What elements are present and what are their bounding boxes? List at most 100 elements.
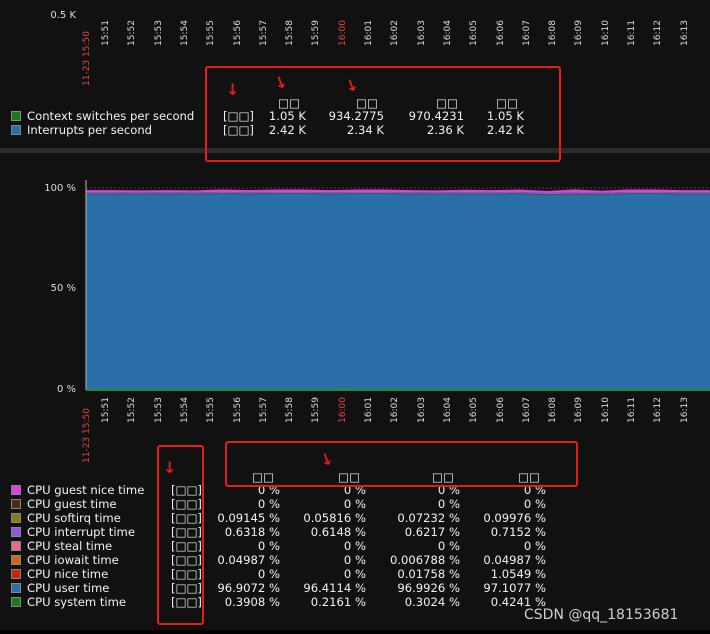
time-tick: 16:09 (574, 20, 585, 46)
legend-bracket: [□□] (171, 511, 202, 525)
cpu-y-label-50: 50 % (50, 283, 76, 294)
legend-bracket: [□□] (223, 123, 254, 137)
cpu-series-area (86, 193, 710, 196)
legend-bracket: [□□] (171, 581, 202, 595)
column-header: □□ (278, 96, 300, 110)
annotation-box-headers (225, 441, 578, 487)
time-tick: 16:02 (390, 397, 401, 423)
legend-value: 0 % (523, 539, 546, 553)
legend-swatch (11, 527, 21, 537)
legend-value: 0.09976 % (483, 511, 546, 525)
legend-value: 0 % (437, 497, 460, 511)
time-tick: 15:58 (285, 397, 296, 423)
time-tick: 16:00 (337, 20, 348, 46)
column-header: □□ (432, 470, 454, 484)
legend-bracket: [□□] (171, 525, 202, 539)
annotation-arrow-4: ↓ (163, 458, 177, 477)
cpu-y-label-100: 100 % (44, 183, 76, 194)
time-tick: 16:08 (548, 397, 559, 423)
time-tick: 15:58 (285, 20, 296, 46)
cpu-y-label-0: 0 % (56, 384, 76, 395)
annotation-arrow-1: ↓ (226, 80, 240, 99)
legend-value: 934.2775 (328, 109, 384, 123)
legend-swatch (11, 513, 21, 523)
legend-row[interactable]: CPU steal time [□□] 0 % 0 % 0 % 0 % (11, 539, 571, 553)
legend-swatch (11, 485, 21, 495)
legend-label: CPU nice time (27, 567, 109, 581)
legend-row[interactable]: CPU system time [□□] 0.3908 % 0.2161 % 0.302… (11, 595, 571, 609)
time-tick: 16:13 (679, 20, 690, 46)
legend-bracket: [□□] (171, 539, 202, 553)
time-tick: 15:53 (153, 397, 164, 423)
legend-value: 0.6318 % (224, 525, 280, 539)
legend-bracket: [□□] (171, 567, 202, 581)
legend-bracket: [□□] (171, 595, 202, 609)
time-tick: 15:59 (311, 397, 322, 423)
time-tick: 16:12 (653, 20, 664, 46)
time-tick: 16:07 (521, 397, 532, 423)
legend-value: 0.07232 % (397, 511, 460, 525)
time-tick: 15:51 (101, 20, 111, 46)
time-tick: 15:57 (258, 397, 269, 423)
time-tick: 15:55 (206, 397, 217, 423)
legend-value: 2.34 K (346, 123, 384, 137)
legend-bracket: [□□] (171, 553, 202, 567)
legend-label: CPU iowait time (27, 553, 119, 567)
legend-swatch (11, 597, 21, 607)
legend-value: 96.9072 % (217, 581, 280, 595)
time-tick: 16:00 (337, 397, 348, 423)
legend-row[interactable]: CPU softirq time [□□] 0.09145 % 0.05816 % 0.… (11, 511, 571, 525)
legend-value: 0 % (343, 497, 366, 511)
legend-value: 0.7152 % (490, 525, 546, 539)
cpu-series-area (86, 191, 710, 195)
legend-value: 0 % (523, 497, 546, 511)
panel-separator (0, 148, 710, 153)
legend-row[interactable]: CPU nice time [□□] 0 % 0 % 0.01758 % 1.0549 % (11, 567, 571, 581)
legend-value: 1.05 K (486, 109, 524, 123)
time-tick: 16:01 (364, 397, 374, 423)
time-tick: 16:04 (442, 20, 453, 46)
legend-value: 97.1077 % (483, 581, 546, 595)
time-tick: 15:59 (311, 20, 322, 46)
legend-value: 2.36 K (426, 123, 464, 137)
legend-swatch (11, 555, 21, 565)
time-tick: 16:11 (627, 397, 637, 423)
time-tick: 15:56 (232, 397, 243, 423)
annotation-box-brackets (157, 445, 204, 625)
time-tick: 15:54 (179, 20, 190, 46)
legend-label: CPU system time (27, 595, 127, 609)
legend-label: CPU user time (27, 581, 110, 595)
legend-value: 0.3024 % (404, 595, 460, 609)
legend-value: 0.6148 % (310, 525, 366, 539)
cpu-panel: 100 % 50 % 0 % 11-23 15:50 15:51 15:52 15:5… (0, 153, 710, 630)
column-header: □□ (518, 470, 540, 484)
time-tick: 16:01 (364, 20, 374, 46)
legend-value: 0 % (437, 539, 460, 553)
time-tick: 16:07 (521, 20, 532, 46)
legend-value: 0 % (343, 539, 366, 553)
legend-row[interactable]: CPU iowait time [□□] 0.04987 % 0 % 0.006788 … (11, 553, 571, 567)
legend-row[interactable]: Context switches per second [□□] 1.05 K 934… (11, 109, 571, 123)
legend-value: 0.01758 % (397, 567, 460, 581)
legend-row[interactable]: Interrupts per second [□□] 2.42 K 2.34 K 2.3… (11, 123, 571, 137)
legend-value: 0 % (343, 567, 366, 581)
legend-value: 0 % (257, 539, 280, 553)
legend-row[interactable]: CPU interrupt time [□□] 0.6318 % 0.6148 % 0.… (11, 525, 571, 539)
time-tick: 16:03 (416, 397, 427, 423)
legend-value: 0 % (257, 567, 280, 581)
time-tick: 16:12 (653, 397, 664, 423)
legend-value: 0.2161 % (310, 595, 366, 609)
legend-value: 0.4241 % (490, 595, 546, 609)
legend-row[interactable]: CPU user time [□□] 96.9072 % 96.4114 % 96.99… (11, 581, 571, 595)
time-tick: 16:10 (600, 20, 611, 46)
legend-swatch (11, 541, 21, 551)
legend-bracket: [□□] (223, 109, 254, 123)
time-tick: 16:06 (495, 397, 506, 423)
legend-value: 0.04987 % (217, 553, 280, 567)
legend-row[interactable]: CPU guest time [□□] 0 % 0 % 0 % 0 % (11, 497, 571, 511)
legend-value: 96.4114 % (303, 581, 366, 595)
legend-value: 0.05816 % (303, 511, 366, 525)
legend-value: 1.0549 % (490, 567, 546, 581)
time-tick: 15:52 (127, 20, 138, 46)
legend-bracket: [□□] (171, 483, 202, 497)
